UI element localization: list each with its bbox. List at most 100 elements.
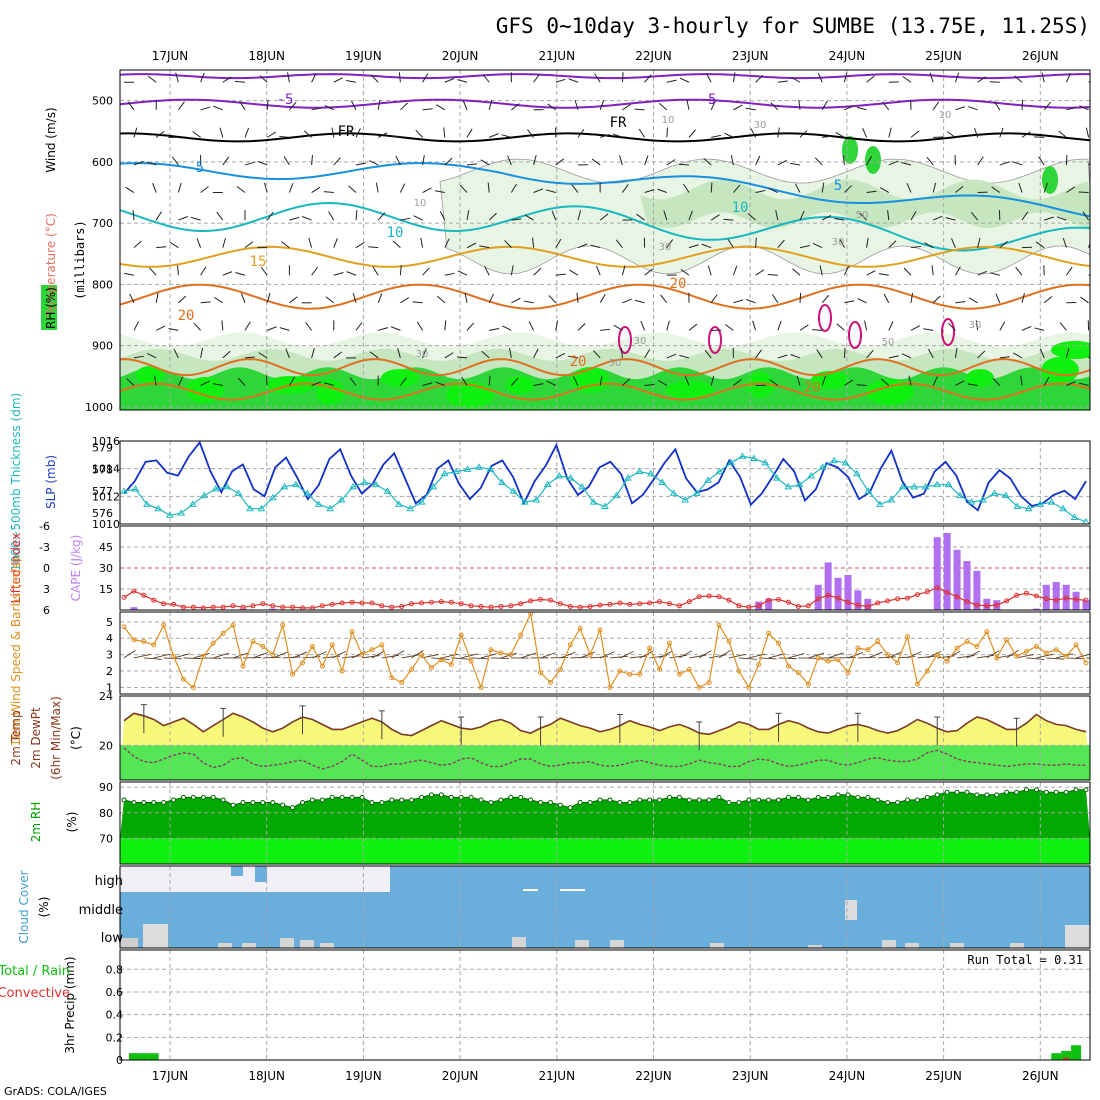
rh-blob-90 xyxy=(381,369,419,387)
wind10-barb xyxy=(629,655,648,659)
x-tick-label-top: 22JUN xyxy=(635,49,672,63)
wind-barb xyxy=(240,293,246,303)
rh-blob-90 xyxy=(866,379,914,405)
cape-tick: 30 xyxy=(99,562,113,575)
wind10-point xyxy=(389,675,395,681)
li-point xyxy=(865,604,871,609)
rh-point xyxy=(1033,787,1039,793)
wind-barb xyxy=(680,268,690,276)
wind-barb xyxy=(279,136,290,138)
wind-barb xyxy=(955,380,965,386)
li-point xyxy=(478,604,484,609)
wind-barb xyxy=(377,212,386,221)
wind-barb xyxy=(435,381,445,386)
wind10-point xyxy=(647,645,653,651)
thickness-point xyxy=(761,458,770,466)
wind10-barb xyxy=(718,649,731,659)
wind-barb xyxy=(266,131,276,138)
wind-barb xyxy=(171,156,179,166)
wind-barb xyxy=(152,183,157,193)
wind-barb xyxy=(933,215,943,221)
wind-barb xyxy=(771,294,779,304)
thickness-point xyxy=(1001,491,1010,499)
precip-tick: 0.8 xyxy=(106,963,124,976)
wind-barb xyxy=(479,245,490,249)
wind-barb xyxy=(1065,154,1068,165)
wind10-barb xyxy=(451,657,470,660)
rh-point xyxy=(161,800,167,805)
wind-barb xyxy=(1065,266,1073,276)
wind10-point xyxy=(528,612,534,617)
thickness-point xyxy=(578,482,586,490)
thickness-point xyxy=(807,471,816,479)
x-tick-label-top: 17JUN xyxy=(152,49,189,63)
thickness-point xyxy=(692,489,701,496)
wind-barb xyxy=(799,292,802,303)
rh-point xyxy=(845,792,851,798)
wind-barb xyxy=(466,163,477,166)
wind-barb xyxy=(992,377,1001,386)
rh-point xyxy=(538,800,544,805)
wind10-barb xyxy=(490,657,509,659)
wind-barb xyxy=(1020,375,1023,386)
wind-barb xyxy=(266,99,269,110)
wind-barb xyxy=(660,294,668,304)
thickness-point xyxy=(291,480,300,488)
rh-point xyxy=(270,800,276,805)
cape-bar xyxy=(854,590,862,610)
wind-barb xyxy=(1013,352,1023,359)
cloud-patch xyxy=(1065,925,1090,948)
marks-layer xyxy=(120,72,1090,1060)
wind-barb xyxy=(989,272,1000,276)
cloud-low-bar xyxy=(808,945,822,948)
wind-barb xyxy=(527,129,534,138)
wind10-barb xyxy=(1036,653,1054,659)
cloud-low-bar xyxy=(610,940,624,948)
wind-barb xyxy=(265,375,268,386)
wind-barb xyxy=(777,80,788,83)
magenta-contour xyxy=(618,326,632,354)
wind-barb xyxy=(444,352,454,359)
precip-bar xyxy=(1051,1053,1062,1060)
wind10-point xyxy=(171,653,177,659)
wind10-point xyxy=(964,639,970,645)
magenta-contour xyxy=(708,326,722,354)
wind-barb xyxy=(777,159,787,166)
wind-barb xyxy=(799,324,809,331)
wind10-point xyxy=(587,652,593,658)
wind-barb xyxy=(501,134,512,138)
cape-bar xyxy=(834,577,842,610)
wind-barb xyxy=(710,214,720,221)
wind-barb xyxy=(856,106,867,111)
wind-barb xyxy=(573,376,579,386)
rh-blob-90 xyxy=(966,369,994,387)
wind-barb xyxy=(509,348,512,359)
wind-barb xyxy=(466,128,473,138)
wind10-barb xyxy=(966,650,980,659)
wind-barb xyxy=(644,155,649,166)
rh-contour-label: 30 xyxy=(832,237,845,248)
thickness-point xyxy=(337,496,346,503)
wind-barb xyxy=(1012,161,1023,166)
wind-barb xyxy=(279,327,290,331)
wind10-barb xyxy=(540,652,556,659)
wind-barb xyxy=(621,184,629,193)
wind-barb xyxy=(444,238,450,248)
wind-barb xyxy=(857,298,867,304)
wind-barb xyxy=(412,301,423,304)
wind10-point xyxy=(1004,637,1010,643)
wind10-barb xyxy=(292,651,308,659)
wind10-point xyxy=(1053,647,1059,653)
wind-barb xyxy=(555,78,566,83)
thickness-point xyxy=(601,502,609,510)
wind10-point xyxy=(230,622,236,628)
li-point xyxy=(508,603,514,609)
wind-barb xyxy=(974,127,979,138)
wind-barb xyxy=(954,347,958,359)
wind-barb xyxy=(948,322,956,331)
wind-barb xyxy=(571,184,579,193)
wind-barb xyxy=(555,352,565,359)
rh-blob-90 xyxy=(316,379,344,405)
rh-contour-label: 50 xyxy=(856,210,869,221)
wind-barb xyxy=(390,326,401,331)
